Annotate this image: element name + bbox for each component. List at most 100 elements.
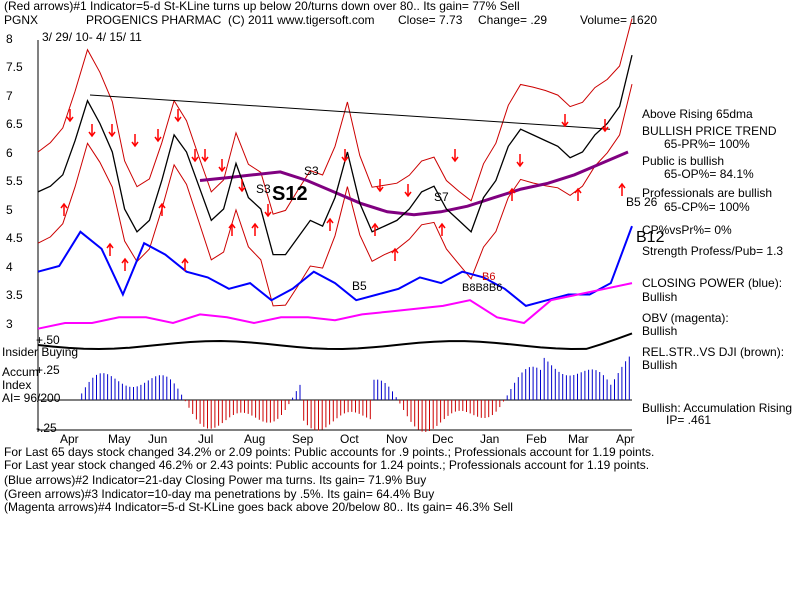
y-tick: 6 [6,146,13,160]
volume: Volume= 1620 [580,13,658,27]
label-obvbull: Bullish [642,324,678,338]
month-label: Apr [616,432,635,446]
signal-s7: S7 [434,190,449,204]
copyright: (C) 2011 www.tigersoft.com [228,13,375,27]
company-name: PROGENICS PHARMAC [86,13,222,27]
signal-arrow-head [131,141,139,148]
signal-arrow-head [251,222,259,229]
month-label: Apr [60,432,79,446]
signal-arrow-head [438,222,446,229]
signal-arrow-head [601,126,609,133]
month-label: Jan [480,432,500,446]
close-price: Close= 7.73 [398,13,463,27]
accum-label: Accum [2,365,39,379]
signal-arrow-head [376,186,384,193]
signal-arrow-head [371,222,379,229]
footer-line: For Last year stock changed 46.2% or 2.4… [4,458,650,472]
signal-arrow-head [228,222,236,229]
y-tick: 4 [6,260,13,274]
signal-arrow-head [574,187,582,194]
signal-arrow-head [561,121,569,128]
label-above65: Above Rising 65dma [642,107,753,121]
closing-power-line [37,225,633,307]
y-tick: 3.5 [6,288,23,302]
signal-arrow-head [218,166,226,173]
signal-b5: B5 [352,279,367,293]
signal-arrow-head [264,211,272,218]
label-cpvspr: CP%vsPr%= 0% [642,223,732,237]
signal-arrow-head [191,156,199,163]
month-label: Aug [244,432,266,446]
y-tick: 8 [6,32,13,46]
y-tick: 3 [6,317,13,331]
month-label: Jun [148,432,168,446]
month-label: May [108,432,131,446]
label-accumrising: Bullish: Accumulation Rising [642,401,793,415]
signal-s3: S3 [256,182,271,196]
signal-arrow-head [158,202,166,209]
ticker-symbol: PGNX [4,13,39,27]
month-label: Jul [198,432,214,446]
signal-arrow-head [404,191,412,198]
signal-arrow-head [618,182,626,189]
signal-b6: B6 [482,271,496,283]
lower-band [37,83,633,307]
label-pr: 65-PR%= 100% [664,137,750,151]
accum-minus25: -.25 [36,421,57,435]
y-tick: 7 [6,89,13,103]
signal-arrow-head [88,131,96,138]
month-label: Mar [568,432,589,446]
y-tick: 5 [6,203,13,217]
label-ip: IP= .461 [666,413,712,427]
signal-b12: B12 [636,229,665,246]
label-trend: BULLISH PRICE TREND [642,124,777,138]
label-strength: Strength Profess/Pub= 1.3 [642,244,784,258]
signal-arrow-head [238,186,246,193]
signal-arrow-head [201,156,209,163]
month-label: Oct [340,432,359,446]
accum-plus25: +.25 [36,363,60,377]
signal-b8b8b6: B8B8B6 [462,282,503,294]
insider-buying-label: Insider Buying [2,345,79,359]
month-label: Nov [386,432,408,446]
obv-line [37,282,633,330]
month-label: Dec [432,432,454,446]
y-tick: 6.5 [6,117,23,131]
accum-plus50: +.50 [36,333,60,347]
signal-arrow-head [174,116,182,123]
label-cpbull: Bullish [642,290,678,304]
signal-s12: S12 [272,183,308,205]
label-relbull: Bullish [642,358,678,372]
month-label: Sep [292,432,314,446]
footer-line: (Blue arrows)#2 Indicator=21-day Closing… [4,473,427,487]
label-prof: Professionals are bullish [642,186,773,200]
label-cp: 65-CP%= 100% [664,200,750,214]
y-tick: 4.5 [6,231,23,245]
date-range: 3/ 29/ 10- 4/ 15/ 11 [42,30,142,44]
footer-line: For Last 65 days stock changed 34.2% or … [4,445,655,459]
label-relstr: REL.STR..VS DJI (brown): [642,345,785,359]
footer-line: (Magenta arrows)#4 Indicator=5-d St-KLin… [4,500,513,514]
y-tick: 5.5 [6,174,23,188]
signal-arrow-head [108,131,116,138]
upper-band [37,18,633,215]
indicator1-title: (Red arrows)#1 Indicator=5-d St-KLine tu… [4,0,520,13]
index-label: Index [2,378,32,392]
signal-arrow-head [181,257,189,264]
signal-arrow-head [121,257,129,264]
signal-arrow-head [154,136,162,143]
label-closingpower: CLOSING POWER (blue): [642,276,783,290]
signal-s3: S3 [304,164,319,178]
footer-line: (Green arrows)#3 Indicator=10-day ma pen… [4,487,435,501]
signal-arrow-head [66,116,74,123]
label-public: Public is bullish [642,154,725,168]
signal-arrow-head [60,202,68,209]
ai-value: AI= 96/200 [2,391,61,405]
label-obv: OBV (magenta): [642,311,729,325]
signal-b5-26: B5 26 [626,195,658,209]
signal-arrow-head [106,242,114,249]
ma65-line [199,150,629,217]
signal-arrow-head [341,156,349,163]
resistance-line [89,94,611,130]
